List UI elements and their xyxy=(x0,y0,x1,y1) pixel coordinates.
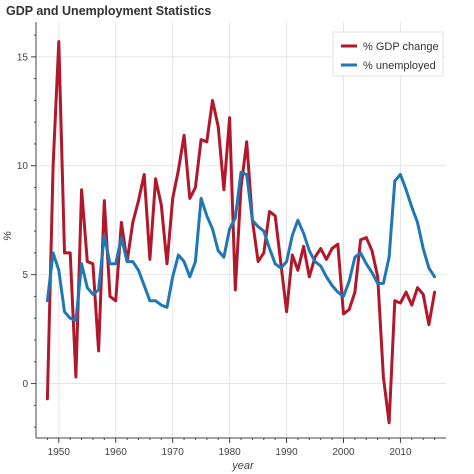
x-tick-label: 1960 xyxy=(105,447,128,458)
y-tick-label: 5 xyxy=(22,270,28,281)
x-tick-label: 2010 xyxy=(389,447,412,458)
legend: % GDP change % unemployed xyxy=(332,31,444,77)
gdp-change-series-line xyxy=(45,40,437,425)
x-tick-label: 1990 xyxy=(275,447,298,458)
y-axis-label: % xyxy=(2,231,14,241)
x-tick-label: 1980 xyxy=(218,447,241,458)
legend-box xyxy=(332,31,444,77)
x-tick-label: 1950 xyxy=(48,447,71,458)
chart-title: GDP and Unemployment Statistics xyxy=(6,4,212,18)
legend-entry-label: % unemployed xyxy=(363,60,436,72)
x-tick-label: 2000 xyxy=(332,447,355,458)
series-layer xyxy=(45,40,437,425)
x-axis-label: year xyxy=(231,460,255,472)
legend-entry-label: % GDP change xyxy=(363,41,439,53)
unemployed-series-line xyxy=(45,170,437,322)
y-tick-label: 10 xyxy=(17,161,29,172)
y-tick-label: 0 xyxy=(22,379,28,390)
x-tick-label: 1970 xyxy=(162,447,185,458)
axes: 0 5 10 15 1950 1960 1970 1980 1990 2000 2010 xyxy=(17,22,446,458)
y-tick-label: 15 xyxy=(17,52,29,63)
